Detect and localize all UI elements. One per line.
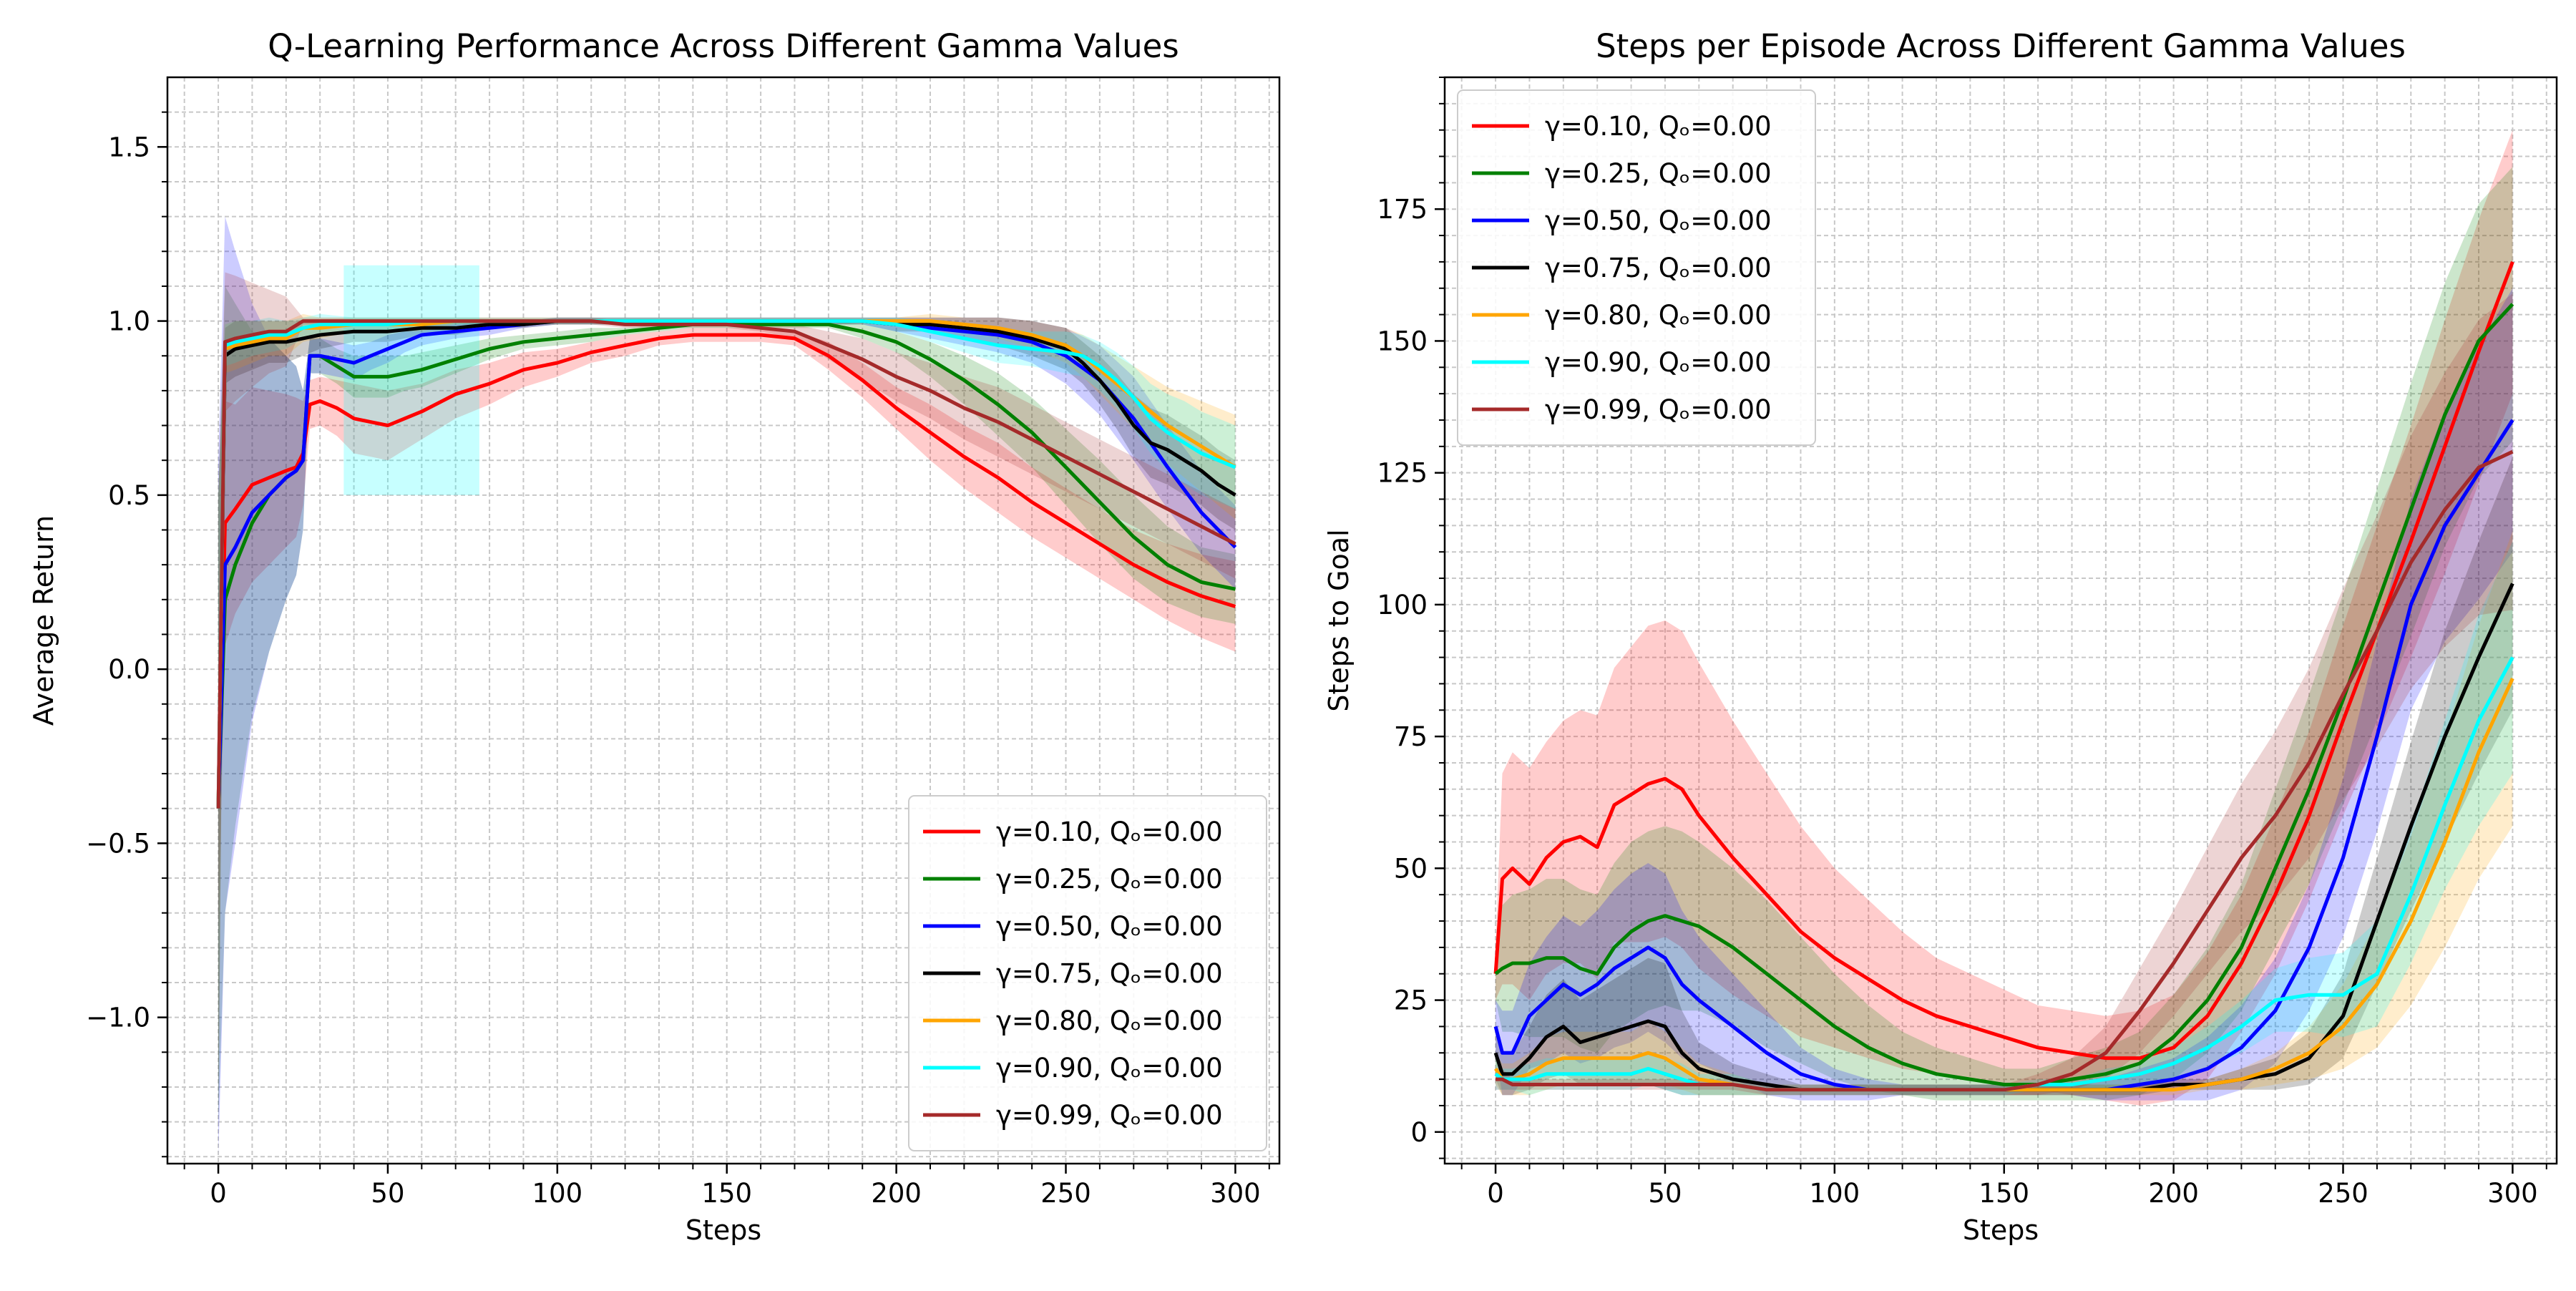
y-tick-label: 50 [1394, 853, 1428, 884]
legend-label: γ=0.50, Qₒ=0.00 [996, 911, 1223, 942]
x-axis-label: Steps [686, 1214, 761, 1246]
ticks: 0 50 100 150 200 250 300 −1.0 −0.5 0.0 0.5 1.0 1.5 [86, 111, 1270, 1209]
x-tick-label: 250 [1040, 1178, 1091, 1209]
panel-q-learning-return: 0 50 100 150 200 250 300 −1.0 −0.5 0.0 0.5 1.0 1.5 Q-… [28, 27, 1281, 1246]
series-lines [216, 319, 1237, 809]
legend-box [1457, 89, 1816, 446]
x-tick-label: 50 [371, 1178, 404, 1209]
y-tick-label: 0 [1410, 1117, 1428, 1148]
band-series-0 [1496, 130, 2513, 1106]
y-tick-label: 1.5 [108, 132, 150, 162]
band-series-2 [1496, 288, 2513, 1101]
legend-label: γ=0.90, Qₒ=0.00 [996, 1053, 1223, 1083]
x-tick-label: 100 [1810, 1178, 1860, 1209]
x-tick-label: 200 [871, 1178, 922, 1209]
series-line-6 [216, 319, 1236, 809]
y-tick-label: 150 [1377, 326, 1428, 356]
chart-title: Steps per Episode Across Different Gamma… [1596, 27, 2406, 65]
legend-label: γ=0.10, Qₒ=0.00 [996, 817, 1223, 847]
y-tick-label: 175 [1377, 194, 1428, 225]
band-series-1 [218, 286, 1236, 1122]
x-tick-label: 150 [701, 1178, 752, 1209]
x-tick-label: 300 [2487, 1178, 2538, 1209]
legend-label: γ=0.99, Qₒ=0.00 [996, 1100, 1223, 1131]
chart-title: Q-Learning Performance Across Different … [268, 27, 1179, 65]
plot-frame [166, 76, 1281, 1165]
y-axis-label: Average Return [28, 515, 59, 726]
y-tick-label: 75 [1394, 721, 1428, 752]
series-lines [1493, 261, 2514, 1092]
y-tick-label: −0.5 [86, 828, 150, 859]
x-tick-label: 200 [2148, 1178, 2199, 1209]
band-series-3 [1496, 457, 2513, 1096]
legend: γ=0.10, Qₒ=0.00 γ=0.25, Qₒ=0.00 γ=0.50, Qₒ… [1457, 89, 1816, 446]
legend-label: γ=0.25, Qₒ=0.00 [996, 864, 1223, 895]
panel-steps-to-goal: 0 50 100 150 200 250 300 0 25 50 75 100 125 150 175 Ste… [1323, 27, 2558, 1246]
x-tick-label: 300 [1210, 1178, 1261, 1209]
legend-label: γ=0.75, Qₒ=0.00 [1545, 253, 1772, 283]
y-tick-label: 1.0 [108, 306, 150, 337]
band-series-6 [1496, 293, 2513, 1096]
x-tick-label: 250 [2318, 1178, 2368, 1209]
series-line-0 [216, 333, 1236, 809]
y-tick-label: 0.5 [108, 480, 150, 511]
legend-label: γ=0.80, Qₒ=0.00 [996, 1005, 1223, 1036]
ticks: 0 50 100 150 200 250 300 0 25 50 75 100 125 150 175 [1377, 77, 2547, 1209]
legend-label: γ=0.75, Qₒ=0.00 [996, 958, 1223, 989]
x-tick-label: 50 [1648, 1178, 1682, 1209]
y-tick-label: 100 [1377, 590, 1428, 620]
y-tick-label: 125 [1377, 458, 1428, 489]
legend-label: γ=0.99, Qₒ=0.00 [1545, 394, 1772, 425]
series-line-6 [1496, 449, 2514, 1092]
x-tick-label: 0 [210, 1178, 227, 1209]
legend: γ=0.10, Qₒ=0.00 γ=0.25, Qₒ=0.00 γ=0.50, Qₒ… [908, 795, 1267, 1151]
x-tick-label: 150 [1979, 1178, 2029, 1209]
legend-label: γ=0.25, Qₒ=0.00 [1545, 158, 1772, 189]
legend-label: γ=0.50, Qₒ=0.00 [1545, 205, 1772, 236]
band-series-1 [1496, 167, 2513, 1101]
y-tick-label: 0.0 [108, 654, 150, 685]
x-tick-label: 100 [532, 1178, 583, 1209]
highlight-box [343, 265, 479, 495]
y-tick-label: 25 [1394, 985, 1428, 1016]
legend-label: γ=0.10, Qₒ=0.00 [1545, 111, 1772, 142]
y-axis-label: Steps to Goal [1323, 529, 1355, 711]
x-tick-label: 0 [1487, 1178, 1504, 1209]
series-line-1 [1494, 303, 2514, 1086]
y-tick-label: −1.0 [86, 1003, 150, 1033]
legend-label: γ=0.90, Qₒ=0.00 [1545, 347, 1772, 378]
band-series-0 [218, 328, 1236, 930]
grid [1445, 77, 2557, 1164]
legend-box [908, 795, 1267, 1151]
band-series-4 [218, 313, 1236, 1122]
legend-label: γ=0.80, Qₒ=0.00 [1545, 300, 1772, 331]
x-axis-label: Steps [1963, 1214, 2039, 1246]
plot-frame [1443, 76, 2558, 1165]
series-line-5 [216, 319, 1236, 809]
series-line-0 [1493, 261, 2514, 1061]
band-series-5 [218, 313, 1236, 1122]
